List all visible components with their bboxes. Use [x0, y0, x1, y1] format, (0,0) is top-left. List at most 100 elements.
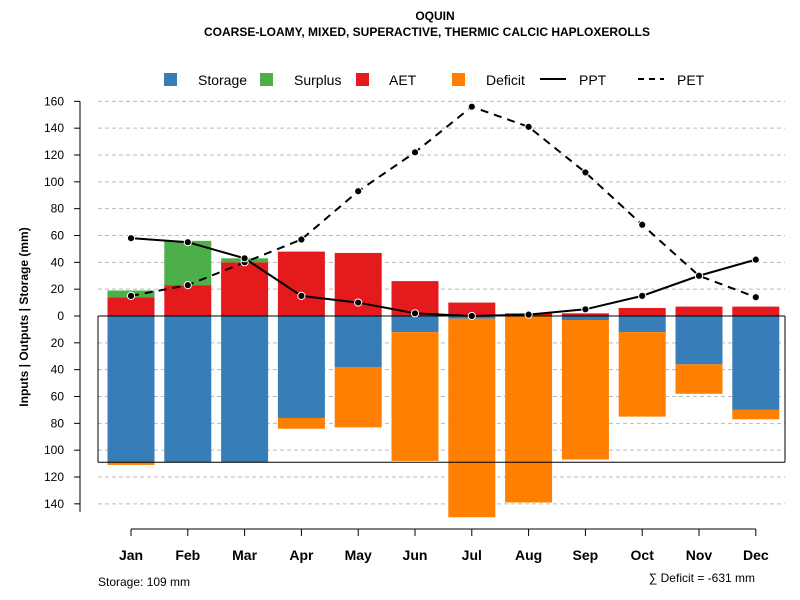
ppt-point [354, 298, 363, 307]
chart-title: OQUIN [415, 9, 454, 23]
pet-point [524, 122, 533, 131]
legend-item-deficit: Deficit [452, 72, 525, 88]
pet-point [297, 235, 306, 244]
y-tick-label: 40 [51, 363, 65, 377]
y-tick-label: 100 [44, 175, 64, 189]
x-tick-label: Aug [515, 547, 542, 563]
x-tick-label: Mar [232, 547, 257, 563]
storage-bar [391, 316, 439, 333]
x-tick-label: Jun [403, 547, 428, 563]
x-tick-label: Sep [573, 547, 599, 563]
y-tick-label: 60 [51, 390, 65, 404]
legend-item-pet: PET [638, 72, 705, 88]
deficit-bar [505, 316, 553, 503]
x-tick-label: May [345, 547, 372, 563]
x-tick-label: Dec [743, 547, 769, 563]
chart-subtitle: COARSE-LOAMY, MIXED, SUPERACTIVE, THERMI… [204, 25, 650, 39]
aet-bar [675, 306, 723, 316]
pet-point [467, 102, 476, 111]
legend-label-storage: Storage [198, 72, 247, 88]
ppt-point [581, 305, 590, 314]
aet-bar [277, 251, 325, 316]
pet-point [126, 291, 136, 300]
ppt-point [694, 271, 704, 280]
deficit-bar [391, 332, 439, 461]
deficit-bar [277, 417, 325, 429]
y-tick-label: 0 [57, 309, 64, 323]
series-lines [126, 102, 760, 321]
storage-bar [164, 316, 212, 463]
aet-bar [448, 302, 496, 316]
storage-bar [732, 316, 780, 410]
reference-lines [97, 315, 786, 463]
y-tick-label: 140 [44, 121, 64, 135]
x-tick-label: Feb [175, 547, 200, 563]
pet-point [354, 187, 363, 196]
legend-item-surplus: Surplus [260, 72, 341, 88]
legend-swatch-deficit [452, 73, 465, 86]
y-tick-label: 80 [51, 416, 65, 430]
aet-bar [221, 262, 269, 316]
storage-bar [561, 316, 609, 321]
ppt-point [410, 309, 420, 318]
aet-bar [107, 297, 155, 316]
aet-bar [732, 306, 780, 316]
ppt-point [751, 255, 760, 264]
legend-label-ppt: PPT [579, 72, 607, 88]
pet-point [638, 220, 647, 229]
x-axis: Jan Feb Mar Apr May Jun Jul Aug Sep Oct Nov Dec [119, 528, 769, 563]
legend: Storage Surplus AET Deficit PPT PET [164, 72, 705, 88]
ppt-point [183, 238, 192, 247]
storage-bar [107, 316, 155, 463]
legend-label-deficit: Deficit [486, 72, 525, 88]
surplus-bar [164, 240, 212, 286]
deficit-bar [732, 409, 780, 420]
legend-swatch-storage [164, 73, 177, 86]
ppt-line [130, 237, 757, 318]
aet-bar [618, 307, 666, 316]
legend-item-storage: Storage [164, 72, 247, 88]
storage-footer: Storage: 109 mm [98, 575, 190, 589]
deficit-bar [675, 364, 723, 394]
legend-label-pet: PET [677, 72, 705, 88]
x-tick-label: Oct [631, 547, 655, 563]
pet-point [751, 293, 760, 302]
legend-swatch-surplus [260, 73, 273, 86]
ppt-point [524, 310, 533, 319]
legend-item-ppt: PPT [540, 72, 607, 88]
aet-bar [561, 313, 609, 316]
y-tick-label: 20 [51, 336, 65, 350]
deficit-footer: ∑ Deficit = -631 mm [649, 571, 755, 585]
storage-bar [277, 316, 325, 418]
pet-line [130, 105, 757, 299]
storage-bar [675, 316, 723, 365]
gridlines [98, 100, 785, 505]
y-tick-label: 60 [51, 228, 65, 242]
y-tick-label: 140 [44, 497, 64, 511]
ppt-point [126, 234, 136, 243]
legend-item-aet: AET [356, 72, 417, 88]
storage-bar [334, 316, 382, 367]
ppt-point [638, 291, 647, 300]
x-tick-label: Jul [462, 547, 482, 563]
y-tick-label: 120 [44, 148, 64, 162]
x-tick-label: Nov [686, 547, 713, 563]
deficit-bar [334, 366, 382, 428]
y-tick-label: 20 [51, 282, 65, 296]
deficit-bar [618, 332, 666, 417]
y-tick-label: 80 [51, 202, 65, 216]
pet-point [581, 168, 590, 177]
y-tick-label: 40 [51, 255, 65, 269]
x-tick-label: Jan [119, 547, 143, 563]
aet-bar [164, 285, 212, 316]
storage-bar [221, 316, 269, 463]
deficit-bar [448, 318, 496, 518]
y-tick-label: 100 [44, 443, 64, 457]
ppt-point [297, 291, 306, 300]
bars [107, 240, 780, 518]
legend-swatch-aet [356, 73, 369, 86]
deficit-bar [107, 462, 155, 465]
x-tick-label: Apr [289, 547, 314, 563]
y-tick-label: 160 [44, 94, 64, 108]
